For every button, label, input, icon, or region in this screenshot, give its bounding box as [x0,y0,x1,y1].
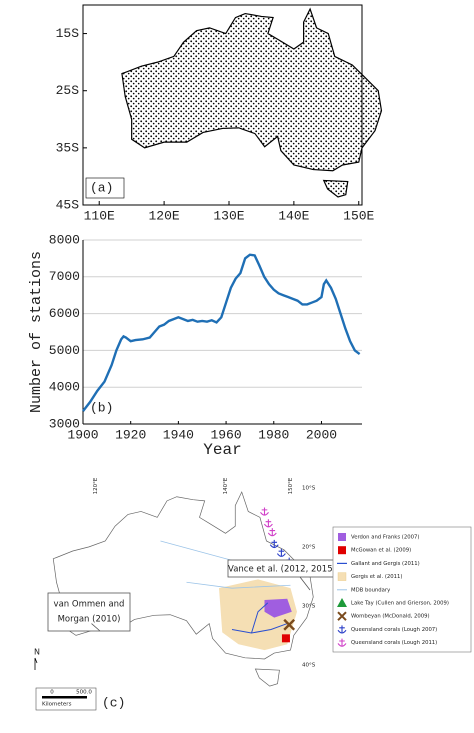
x-tick-label: 2000 [306,427,337,442]
legend-label: Gergis et al. (2011) [351,574,402,580]
frame [82,4,363,206]
north-label: N [34,648,40,657]
callout-pointer [91,623,101,632]
legend-symbol [337,572,347,581]
scale-label: Kilometers [42,702,72,708]
callout: Vance et al. (2012, 2015) [228,565,336,575]
scale-label: 500.0 [76,690,92,696]
lon-label: 120°E [93,477,99,494]
lat-label: 10°S [302,485,316,491]
legend-label: Gallant and Gergis (2011) [351,561,420,567]
coral-site [263,519,273,528]
legend-symbol [337,611,347,621]
y-tick-label: 7000 [49,269,80,284]
coral-site [276,548,286,557]
y-tick-label: 3000 [49,416,80,431]
panel-label: (b) [90,400,113,415]
tasmania-outline [254,668,280,687]
legend-label: Lake Tay (Cullen and Grierson, 2009) [351,601,449,607]
x-tick-label: 140E [278,208,309,223]
legend-label: Queensland corals (Lough 2011) [351,640,437,646]
panel-b: 3000 4000 5000 6000 7000 8000 1900 1920 1940 1960… [28,232,362,459]
panel-c: 10°S 20°S 30°S 40°S 120°E 140°E 150°E Vance et … [34,477,472,711]
coral-site [337,638,347,647]
legend-symbol [337,598,347,607]
scale-frame [35,687,97,711]
coral-site [269,539,279,549]
verdon-region [264,598,292,618]
legend-label: Queensland corals (Lough 2007) [351,627,437,633]
y-tick-label: 45S [56,197,80,212]
x-tick-label: 1960 [210,427,241,442]
lat-label: 20°S [302,544,316,550]
panel-label: (a) [90,180,113,195]
y-tick-label: 25S [56,83,80,98]
scale-label: 0 [50,690,54,696]
lat-label: 30°S [302,603,316,609]
label-box [85,177,125,199]
legend-symbol [338,533,346,541]
y-tick-label: 8000 [49,232,80,247]
x-axis-title: Year [203,441,241,459]
panel-a: 110E 120E 130E 140E 150E 15S 25S 35S 45S (a) [56,4,383,223]
tasmania-stations [322,179,349,198]
gallant-rivers [231,602,288,634]
x-tick-label: 130E [213,208,244,223]
y-tick-label: 6000 [49,306,80,321]
lon-label: 150°E [288,477,294,494]
x-tick-label: 110E [84,208,115,223]
scale-bar [42,696,87,699]
legend-label: Verdon and Franks (2007) [351,535,419,541]
x-tick-label: 1940 [163,427,194,442]
legend-symbol [338,546,346,555]
callout-pointer [299,576,311,591]
callout-box [47,592,131,632]
legend-label: McGowan et al. (2009) [351,548,411,554]
coral-site [260,507,269,516]
line [82,253,361,412]
panel-label: (c) [102,695,125,710]
callout: Morgan (2010) [58,615,121,625]
wombeyan-site [283,618,296,631]
north-arrow [34,657,38,670]
x-tick-label: 120E [148,208,179,223]
lon-label: 140°E [223,477,229,494]
y-tick-label: 5000 [49,343,80,358]
x-tick-label: 1920 [115,427,146,442]
y-tick-label: 15S [56,26,80,41]
coral-site [337,625,347,634]
callout: van Ommen and [54,600,125,610]
y-axis-title: Number of stations [28,251,45,413]
y-tick-label: 35S [56,140,80,155]
x-tick-label: 1900 [67,427,98,442]
mdb-region [219,579,297,651]
coral-site [267,528,277,537]
x-tick-label: 1980 [258,427,289,442]
legend-label: MDB boundary [351,587,390,593]
legend-label: Wombeyan (McDonald, 2009) [351,614,430,620]
legend-frame [332,526,472,653]
lat-label: 40°S [302,662,316,668]
land-stations [121,7,383,172]
mcgowan-site [281,634,290,643]
y-tick-label: 4000 [49,380,80,395]
x-tick-label: 150E [343,208,374,223]
